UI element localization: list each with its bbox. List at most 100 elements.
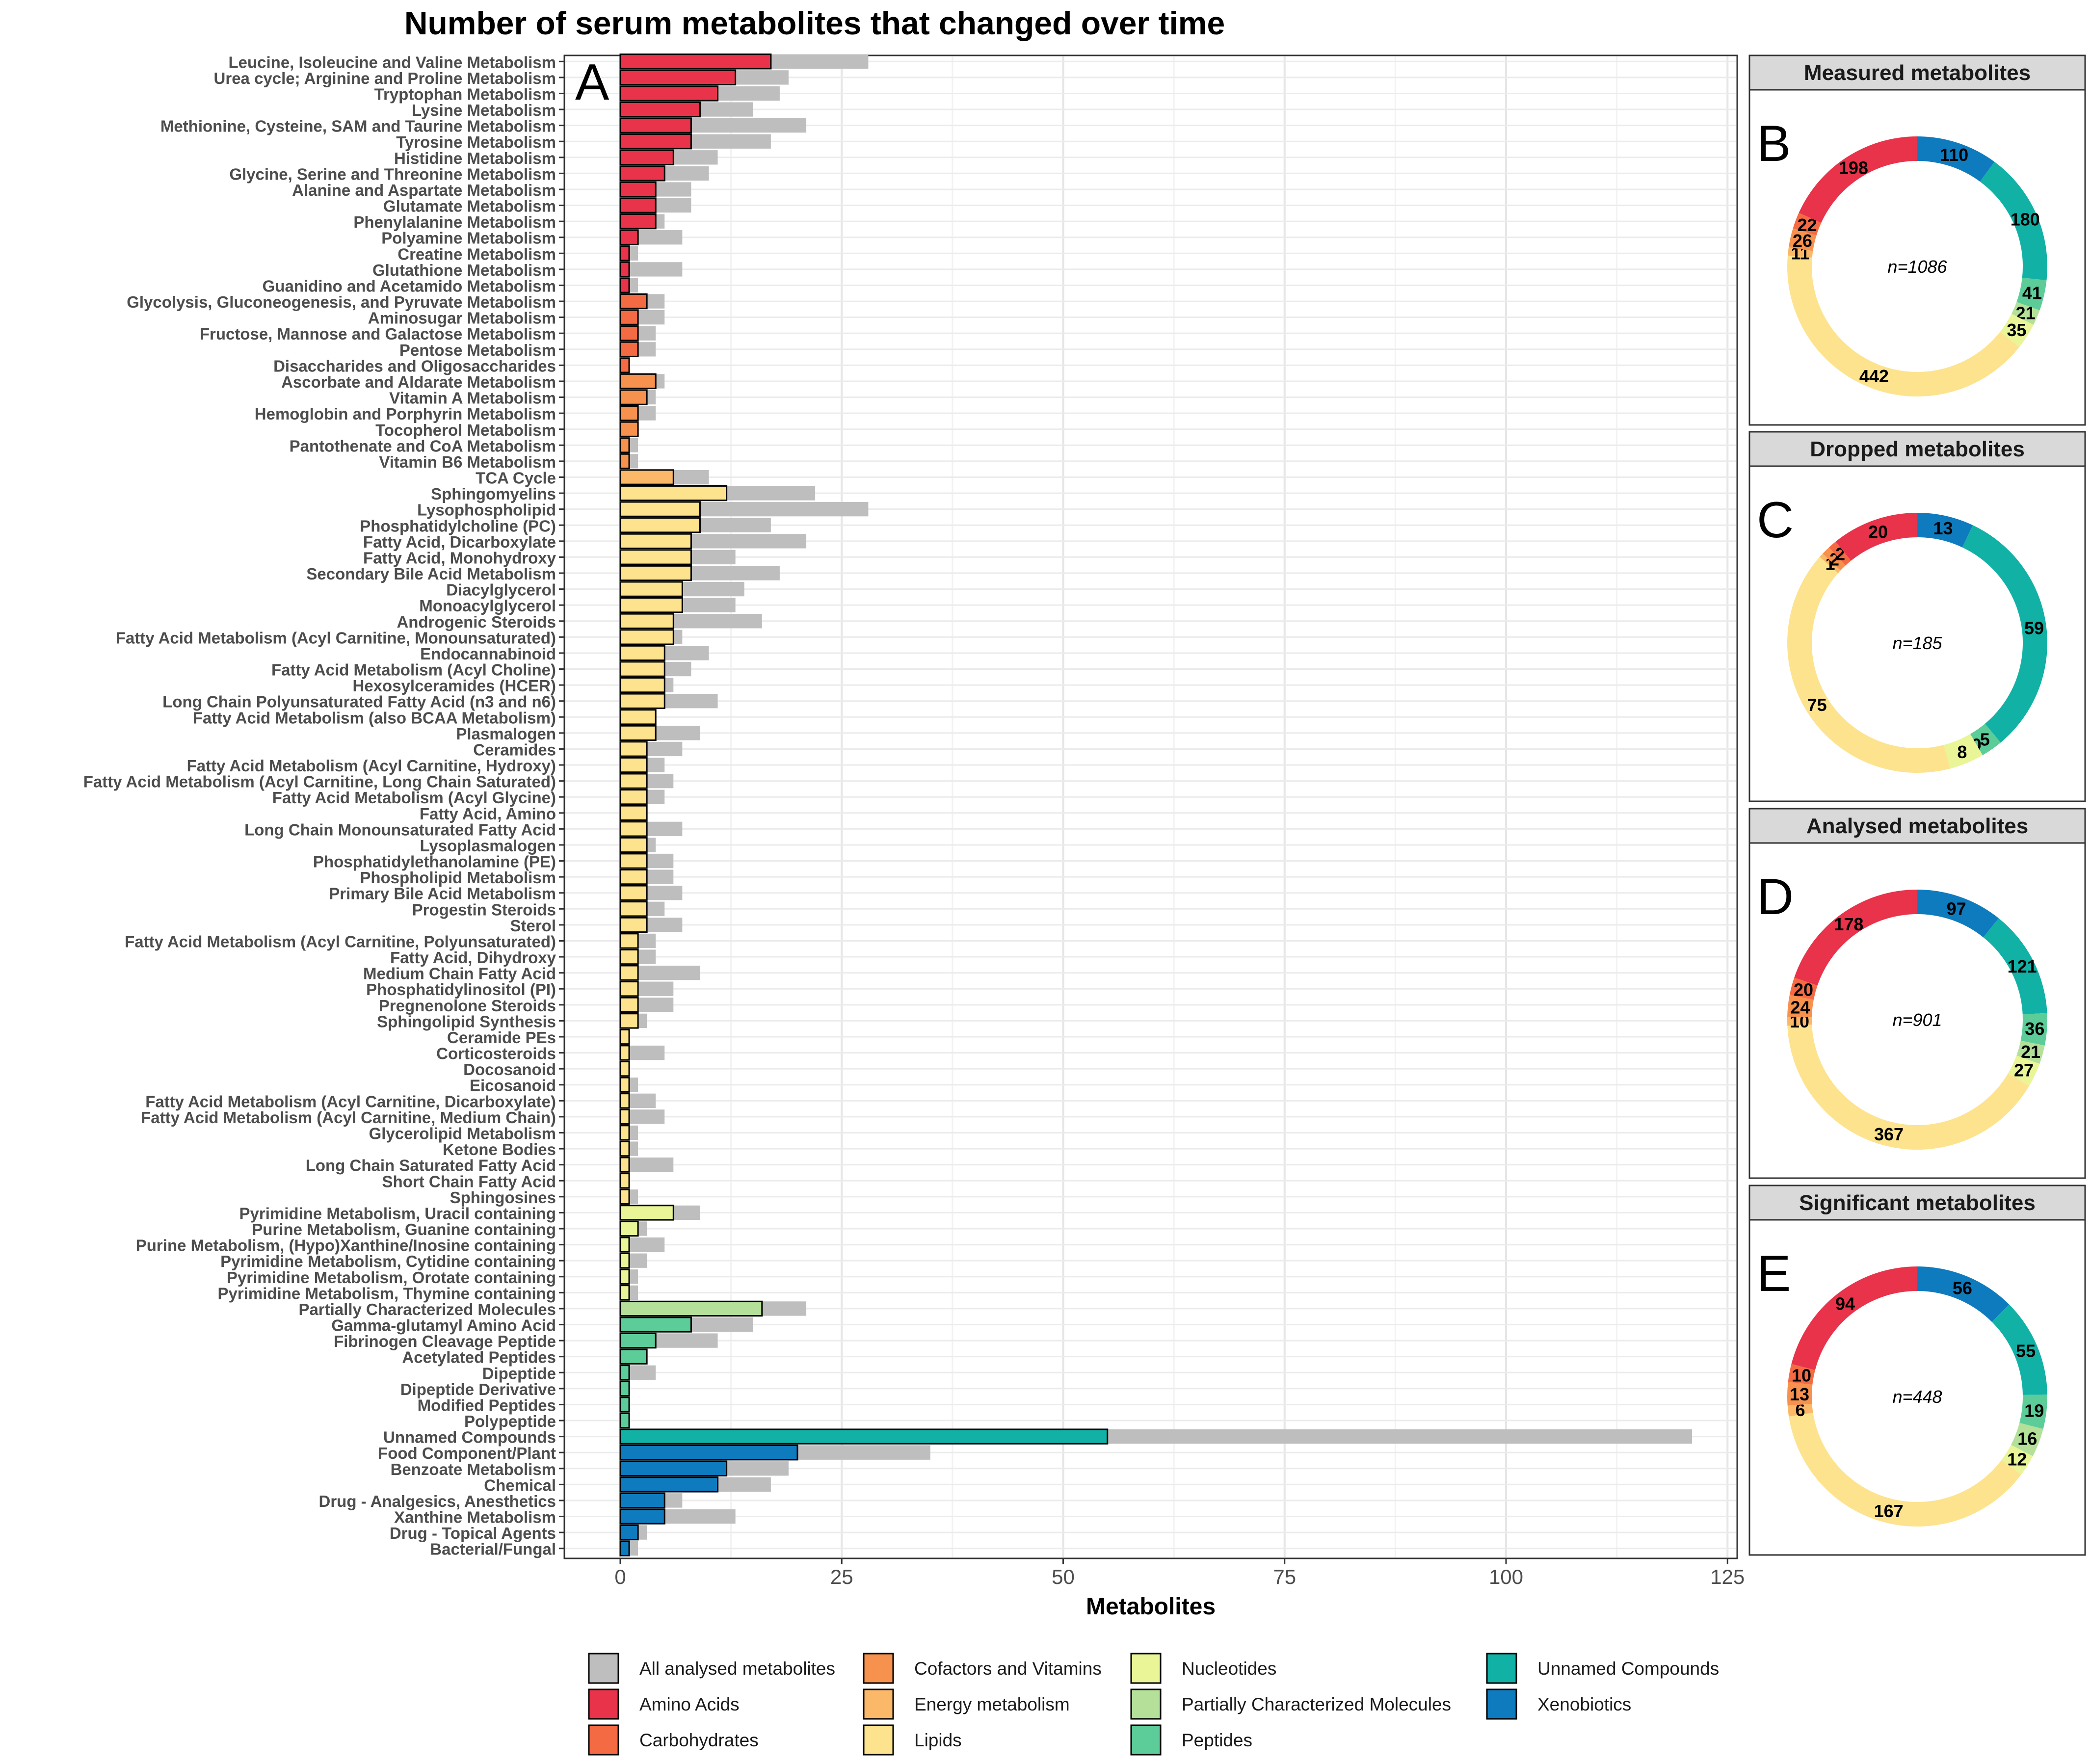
bar-changed xyxy=(619,821,648,837)
category-label: Glutathione Metabolism xyxy=(372,261,556,279)
legend-swatch xyxy=(588,1724,619,1756)
category-label: Phenylalanine Metabolism xyxy=(353,213,556,231)
category-label: Pantothenate and CoA Metabolism xyxy=(290,437,556,455)
bar-changed xyxy=(619,277,630,293)
bar-changed xyxy=(619,1412,630,1429)
slice-value-label: 97 xyxy=(1947,899,1966,919)
category-label: Hexosylceramides (HCER) xyxy=(353,677,556,695)
category-label: Corticosteroids xyxy=(436,1045,556,1063)
category-label: Fatty Acid Metabolism (Acyl Carnitine, D… xyxy=(145,1092,556,1110)
donut-slice xyxy=(2011,1422,2043,1456)
panel-strip-title: Measured metabolites xyxy=(1804,61,2031,85)
category-label: Tocopherol Metabolism xyxy=(375,421,556,439)
legend-swatch xyxy=(1486,1653,1517,1684)
category-label: Eicosanoid xyxy=(470,1077,556,1095)
category-label: Vitamin B6 Metabolism xyxy=(379,453,556,471)
bar-changed xyxy=(619,565,692,581)
panel-a-plot-area xyxy=(563,54,1738,1559)
category-label: Fatty Acid Metabolism (Acyl Carnitine, P… xyxy=(125,932,556,950)
slice-value-label: 75 xyxy=(1807,695,1827,715)
panel-letter: E xyxy=(1757,1245,1791,1302)
slice-value-label: 13 xyxy=(1933,518,1953,538)
slice-value-label: 24 xyxy=(1790,998,1810,1018)
bar-changed xyxy=(619,789,648,805)
bar-changed xyxy=(619,437,630,453)
bar-changed xyxy=(619,469,674,485)
bar-changed xyxy=(619,1093,630,1109)
category-label: Androgenic Steroids xyxy=(397,613,556,631)
bar-changed xyxy=(619,133,692,150)
category-label: Short Chain Fatty Acid xyxy=(382,1172,556,1190)
donut-slice xyxy=(1992,1304,2047,1395)
panel-strip xyxy=(1748,808,2086,844)
bar-changed xyxy=(619,677,665,693)
panel-strip xyxy=(1748,1185,2086,1221)
category-label: Modified Peptides xyxy=(418,1396,556,1414)
bar-changed xyxy=(619,1268,630,1285)
panel-strip-title: Analysed metabolites xyxy=(1806,814,2028,838)
panel-a-bar-chart: Leucine, Isoleucine and Valine Metabolis… xyxy=(83,53,1745,1620)
panel-a-x-ticks: 0 25 50 75 100 125 xyxy=(614,1558,1745,1588)
category-label: Hemoglobin and Porphyrin Metabolism xyxy=(255,405,556,423)
category-label: Long Chain Saturated Fatty Acid xyxy=(306,1157,556,1175)
bar-changed xyxy=(619,293,648,310)
bar-changed xyxy=(619,1445,798,1461)
category-label: Sterol xyxy=(510,917,556,935)
slice-value-label: 56 xyxy=(1953,1278,1972,1298)
category-label: Fatty Acid Metabolism (Acyl Carnitine, M… xyxy=(141,1108,556,1127)
bar-changed xyxy=(619,501,701,517)
category-label: Phosphatidylcholine (PC) xyxy=(360,517,556,535)
category-label: Fatty Acid Metabolism (Acyl Carnitine, H… xyxy=(187,757,556,775)
category-label: Pregnenolone Steroids xyxy=(379,997,556,1015)
legend-label: Carbohydrates xyxy=(639,1730,759,1750)
bar-changed xyxy=(619,965,639,981)
x-tick-label: 25 xyxy=(830,1565,853,1588)
donut-slice xyxy=(2016,277,2047,311)
bar-changed xyxy=(619,757,648,773)
bar-changed xyxy=(619,1220,639,1237)
category-label: Dipeptide xyxy=(482,1364,556,1382)
category-label: Food Component/Plant xyxy=(378,1444,556,1462)
slice-value-label: 121 xyxy=(2008,956,2037,976)
legend-swatch xyxy=(863,1724,894,1756)
legend-label: Partially Characterized Molecules xyxy=(1182,1694,1451,1714)
donut-slice xyxy=(1791,1266,1917,1370)
panel-a-bars xyxy=(619,53,1693,1556)
category-label: Fatty Acid Metabolism (Acyl Carnitine, M… xyxy=(116,629,556,647)
bar-changed xyxy=(619,149,674,165)
legend-label: Xenobiotics xyxy=(1537,1694,1631,1714)
bar-changed xyxy=(619,901,648,917)
bar-changed xyxy=(619,629,674,645)
donut-slice xyxy=(1788,1364,1815,1385)
category-label: Docosanoid xyxy=(463,1060,556,1079)
legend-swatch xyxy=(863,1688,894,1720)
category-label: Ketone Bodies xyxy=(443,1140,556,1158)
bar-changed xyxy=(619,805,648,821)
bar-changed xyxy=(619,597,683,613)
category-label: Pyrimidine Metabolism, Orotate containin… xyxy=(227,1268,556,1287)
bar-changed xyxy=(619,1365,630,1381)
donut-slice xyxy=(2016,1040,2045,1064)
bar-changed xyxy=(619,69,737,86)
legend-swatch xyxy=(588,1653,619,1684)
bar-changed xyxy=(619,613,674,629)
bar-changed xyxy=(619,661,665,677)
bar-changed xyxy=(619,725,657,741)
bar-changed xyxy=(619,693,665,709)
bar-changed xyxy=(619,1285,630,1301)
slice-value-label: 10 xyxy=(1792,1365,1811,1385)
bar-changed xyxy=(619,1348,648,1365)
donut-slice xyxy=(1970,723,2001,756)
category-label: Ceramide PEs xyxy=(447,1028,556,1047)
bar-changed xyxy=(619,1492,665,1509)
donut-slice xyxy=(2020,1013,2047,1046)
legend-swatch xyxy=(588,1688,619,1720)
slice-value-label: 180 xyxy=(2011,210,2040,230)
bar-changed xyxy=(619,741,648,757)
bar-changed xyxy=(619,533,692,550)
legend-label: Unnamed Compounds xyxy=(1537,1659,1719,1679)
bar-changed xyxy=(619,1045,630,1061)
bar-changed xyxy=(619,1060,630,1077)
